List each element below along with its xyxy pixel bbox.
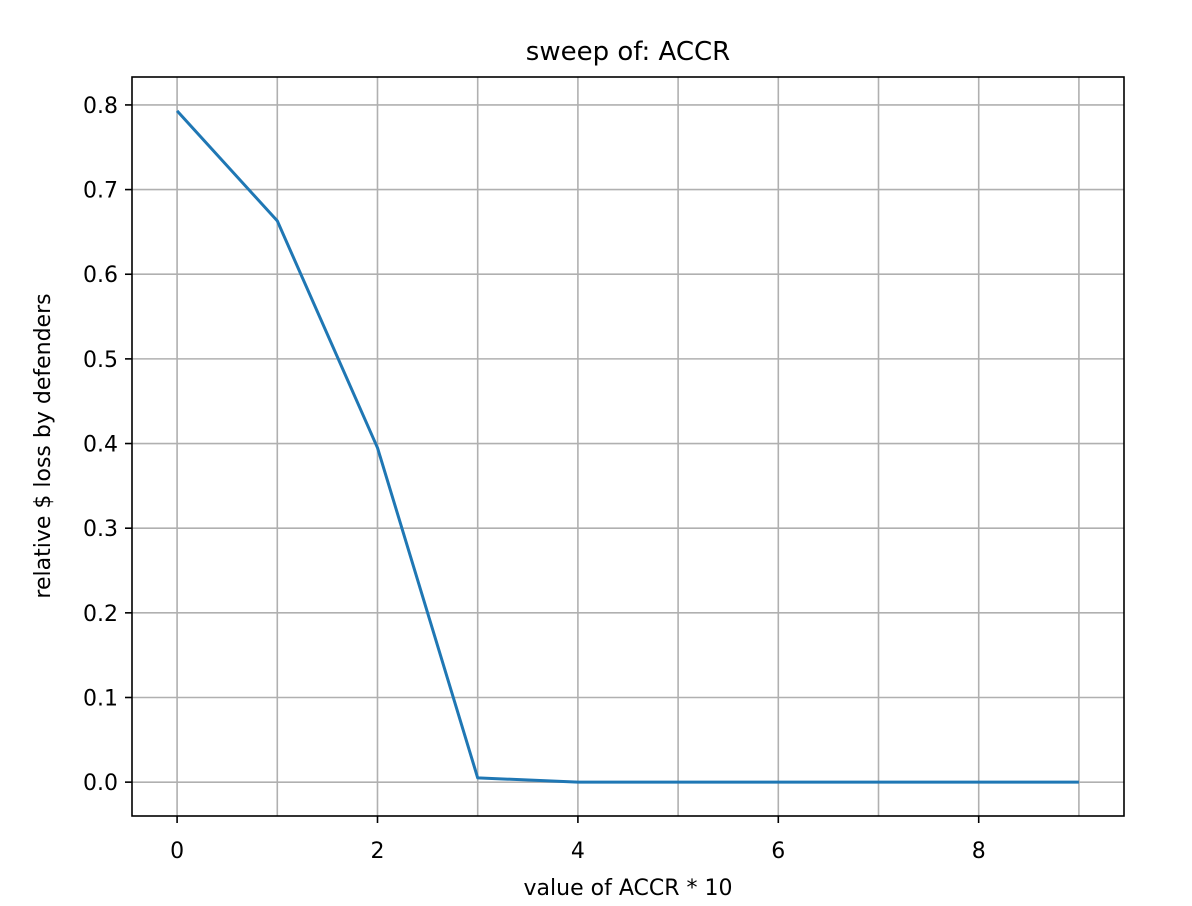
x-tick-label: 8 bbox=[972, 839, 986, 864]
x-tick-label: 0 bbox=[170, 839, 184, 864]
x-tick-label: 4 bbox=[571, 839, 585, 864]
chart-title: sweep of: ACCR bbox=[526, 37, 730, 67]
y-axis-label: relative $ loss by defenders bbox=[31, 293, 56, 598]
y-tick-label: 0.6 bbox=[83, 263, 118, 288]
y-tick-label: 0.0 bbox=[83, 771, 118, 796]
grid-lines bbox=[132, 77, 1124, 816]
y-tick-label: 0.4 bbox=[83, 433, 118, 458]
series-layer bbox=[175, 109, 1079, 784]
y-tick-label: 0.8 bbox=[83, 94, 118, 119]
plot-frame bbox=[131, 76, 1125, 817]
series-line bbox=[175, 109, 1079, 784]
x-axis-label: value of ACCR * 10 bbox=[524, 876, 733, 901]
y-tick-label: 0.2 bbox=[83, 602, 118, 627]
y-tick-label: 0.1 bbox=[83, 686, 118, 711]
x-tick-label: 2 bbox=[370, 839, 384, 864]
y-tick-label: 0.7 bbox=[83, 179, 118, 204]
y-tick-label: 0.5 bbox=[83, 348, 118, 373]
axis-ticks: 0 2 4 6 8 0.0 0.1 0.2 0.3 0.4 0.5 0.6 0.7 0.8 bbox=[83, 94, 986, 864]
y-tick-label: 0.3 bbox=[83, 517, 118, 542]
x-tick-label: 6 bbox=[771, 839, 785, 864]
